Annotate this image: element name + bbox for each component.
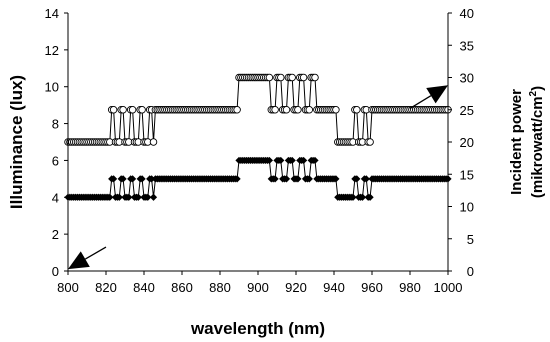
- plot-marks: [64, 73, 452, 201]
- y-left-tick-label-7: 14: [45, 6, 59, 21]
- series-0-point-152: [353, 105, 361, 114]
- x-tick-label-1: 820: [95, 280, 117, 295]
- y-axis-right-title-line1: Incident power: [508, 89, 525, 195]
- series-1-point-141: [332, 175, 340, 183]
- series-1-point-44: [148, 175, 156, 183]
- y-axis-right-title-line2: (mikrowatt/cm2): [528, 86, 546, 198]
- x-tick-label-0: 800: [57, 280, 79, 295]
- series-0-point-115: [282, 105, 291, 114]
- y-right-tick-label-1: 5: [467, 232, 474, 247]
- series-0-point-112: [277, 73, 285, 82]
- y-left-tick-label-5: 10: [45, 80, 59, 95]
- annotations: [68, 85, 448, 270]
- y-right-tick-label-3: 15: [460, 167, 474, 182]
- series-0-point-39: [138, 105, 146, 114]
- x-tick-label-6: 920: [285, 280, 307, 295]
- series-0-point-45: [149, 138, 158, 146]
- series-1-point-106: [265, 156, 273, 165]
- x-tick-label-10: 1000: [434, 280, 463, 295]
- series-0-point-124: [299, 73, 308, 82]
- series-1-point-152: [353, 175, 361, 183]
- x-tick-label-3: 860: [171, 280, 193, 295]
- y-left-tick-label-3: 6: [52, 153, 59, 168]
- y-axis-right-title-prefix: (mikrowatt/cm: [529, 96, 546, 198]
- x-tick-label-2: 840: [133, 280, 155, 295]
- series-1-point-37: [134, 193, 142, 201]
- series-0-point-24: [109, 105, 118, 114]
- y-right-tick-label-5: 25: [460, 103, 474, 118]
- y-axis-right-title-suffix: ): [529, 86, 546, 91]
- ticks: 800 820 840 860 880 900 920 940 960 980 1000 0 2 4 6 8 1…: [45, 6, 474, 295]
- arrow-right-head: [426, 85, 448, 104]
- series-1-point-42: [144, 193, 152, 201]
- x-tick-label-8: 960: [361, 280, 383, 295]
- y-right-tick-label-4: 20: [460, 135, 474, 150]
- series-0-point-130: [311, 73, 319, 82]
- series-1-point-121: [294, 175, 302, 183]
- arrow-left-shaft: [84, 246, 107, 260]
- series-1-point-39: [138, 175, 146, 183]
- y-right-tick-label-6: 30: [460, 71, 474, 86]
- y-right-tick-label-7: 35: [460, 38, 474, 53]
- x-tick-label-5: 900: [247, 280, 269, 295]
- series-1-point-155: [358, 193, 367, 201]
- arrow-right-shaft: [409, 95, 432, 110]
- series-0-point-29: [119, 105, 127, 114]
- series-1-point-34: [129, 175, 137, 183]
- series-0-points: [64, 73, 452, 146]
- y-axis-right-title-superscript: 2: [528, 90, 539, 96]
- series-1-point-29: [119, 175, 127, 183]
- y-right-tick-label-2: 10: [460, 200, 474, 215]
- y-right-tick-label-0: 0: [467, 264, 474, 279]
- arrow-left-head: [68, 251, 90, 270]
- y-left-tick-label-2: 4: [52, 190, 59, 205]
- series-0-point-121: [294, 105, 302, 114]
- series-1-point-124: [300, 156, 308, 165]
- series-0-point-159: [366, 138, 374, 146]
- y-right-tick-label-8: 40: [460, 6, 474, 21]
- x-tick-label-4: 880: [209, 280, 231, 295]
- y-left-tick-label-0: 0: [52, 264, 59, 279]
- y-left-tick-label-4: 8: [52, 117, 59, 132]
- series-1-point-109: [271, 175, 279, 183]
- series-1-point-115: [282, 175, 291, 183]
- series-0-point-89: [233, 105, 241, 114]
- series-1-point-27: [115, 193, 123, 201]
- series-0-point-141: [332, 105, 340, 114]
- series-1-point-118: [288, 156, 296, 165]
- series-0-point-109: [271, 105, 279, 114]
- series-1-point-150: [349, 193, 357, 201]
- series-1-point-157: [362, 175, 370, 183]
- y-axis-left-title: Illuminance (lux): [7, 75, 26, 209]
- x-tick-label-9: 980: [399, 280, 421, 295]
- x-axis-title: wavelength (nm): [190, 319, 325, 338]
- series-1-point-127: [305, 175, 313, 183]
- series-1-point-112: [277, 156, 285, 165]
- y-left-tick-label-6: 12: [45, 43, 59, 58]
- series-0-point-127: [305, 105, 314, 114]
- series-0-point-106: [265, 73, 274, 82]
- series-1-point-24: [110, 175, 118, 183]
- series-1-point-32: [125, 193, 133, 201]
- series-0-point-34: [128, 105, 137, 114]
- series-1-point-89: [233, 175, 241, 183]
- y-left-tick-label-1: 2: [52, 227, 59, 242]
- series-1-point-22: [106, 193, 114, 201]
- series-1-points: [64, 156, 452, 201]
- series-1-point-130: [311, 156, 319, 165]
- series-1-point-45: [149, 193, 158, 201]
- series-0-point-118: [288, 73, 296, 82]
- x-tick-label-7: 940: [323, 280, 345, 295]
- series-1-point-159: [366, 193, 374, 201]
